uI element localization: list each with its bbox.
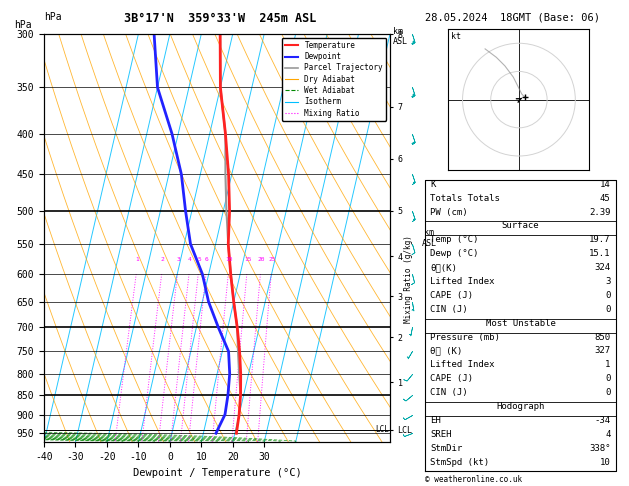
Text: 5: 5 bbox=[198, 258, 201, 262]
Text: km
ASL: km ASL bbox=[393, 27, 408, 46]
Text: 15.1: 15.1 bbox=[589, 249, 611, 258]
Text: K: K bbox=[430, 180, 436, 189]
Text: SREH: SREH bbox=[430, 430, 452, 439]
Text: Temp (°C): Temp (°C) bbox=[430, 235, 479, 244]
Text: 10: 10 bbox=[600, 457, 611, 467]
Text: EH: EH bbox=[430, 416, 441, 425]
Text: Lifted Index: Lifted Index bbox=[430, 360, 495, 369]
Text: 0: 0 bbox=[605, 305, 611, 314]
Text: CAPE (J): CAPE (J) bbox=[430, 291, 474, 300]
Text: Mixing Ratio (g/kg): Mixing Ratio (g/kg) bbox=[404, 235, 413, 323]
Text: 4: 4 bbox=[188, 258, 192, 262]
Text: 850: 850 bbox=[594, 332, 611, 342]
Text: Hodograph: Hodograph bbox=[496, 402, 545, 411]
Text: Totals Totals: Totals Totals bbox=[430, 194, 500, 203]
Text: 1: 1 bbox=[605, 360, 611, 369]
Text: θᴇ(K): θᴇ(K) bbox=[430, 263, 457, 272]
Text: 25: 25 bbox=[268, 258, 276, 262]
Text: Surface: Surface bbox=[502, 222, 539, 230]
Text: 0: 0 bbox=[605, 388, 611, 397]
Text: hPa: hPa bbox=[44, 12, 62, 22]
Y-axis label: km
ASL: km ASL bbox=[422, 228, 437, 248]
Text: Dewp (°C): Dewp (°C) bbox=[430, 249, 479, 258]
Text: 3: 3 bbox=[177, 258, 181, 262]
Text: 20: 20 bbox=[257, 258, 265, 262]
Text: 0: 0 bbox=[605, 291, 611, 300]
Text: 1: 1 bbox=[135, 258, 139, 262]
Text: LCL: LCL bbox=[375, 425, 389, 434]
Text: 14: 14 bbox=[600, 180, 611, 189]
Text: 6: 6 bbox=[205, 258, 209, 262]
Text: 19.7: 19.7 bbox=[589, 235, 611, 244]
Text: StmDir: StmDir bbox=[430, 444, 462, 452]
Text: -34: -34 bbox=[594, 416, 611, 425]
Text: 10: 10 bbox=[225, 258, 233, 262]
X-axis label: Dewpoint / Temperature (°C): Dewpoint / Temperature (°C) bbox=[133, 468, 301, 478]
Text: CIN (J): CIN (J) bbox=[430, 305, 468, 314]
Text: 2: 2 bbox=[161, 258, 165, 262]
Text: CAPE (J): CAPE (J) bbox=[430, 374, 474, 383]
Text: 3: 3 bbox=[605, 277, 611, 286]
Legend: Temperature, Dewpoint, Parcel Trajectory, Dry Adiabat, Wet Adiabat, Isotherm, Mi: Temperature, Dewpoint, Parcel Trajectory… bbox=[282, 38, 386, 121]
Text: © weatheronline.co.uk: © weatheronline.co.uk bbox=[425, 474, 521, 484]
Text: Lifted Index: Lifted Index bbox=[430, 277, 495, 286]
Text: θᴇ (K): θᴇ (K) bbox=[430, 347, 462, 355]
Text: PW (cm): PW (cm) bbox=[430, 208, 468, 217]
Text: Most Unstable: Most Unstable bbox=[486, 319, 555, 328]
Text: 4: 4 bbox=[605, 430, 611, 439]
Text: 327: 327 bbox=[594, 347, 611, 355]
Text: 28.05.2024  18GMT (Base: 06): 28.05.2024 18GMT (Base: 06) bbox=[425, 12, 599, 22]
Text: 338°: 338° bbox=[589, 444, 611, 452]
Text: kt: kt bbox=[451, 32, 461, 41]
Text: 3B°17'N  359°33'W  245m ASL: 3B°17'N 359°33'W 245m ASL bbox=[124, 12, 316, 25]
Text: CIN (J): CIN (J) bbox=[430, 388, 468, 397]
Text: Pressure (mb): Pressure (mb) bbox=[430, 332, 500, 342]
Text: StmSpd (kt): StmSpd (kt) bbox=[430, 457, 489, 467]
Text: 2.39: 2.39 bbox=[589, 208, 611, 217]
Text: 15: 15 bbox=[244, 258, 252, 262]
Y-axis label: hPa: hPa bbox=[14, 20, 32, 30]
Text: 0: 0 bbox=[605, 374, 611, 383]
Text: 324: 324 bbox=[594, 263, 611, 272]
Text: 45: 45 bbox=[600, 194, 611, 203]
